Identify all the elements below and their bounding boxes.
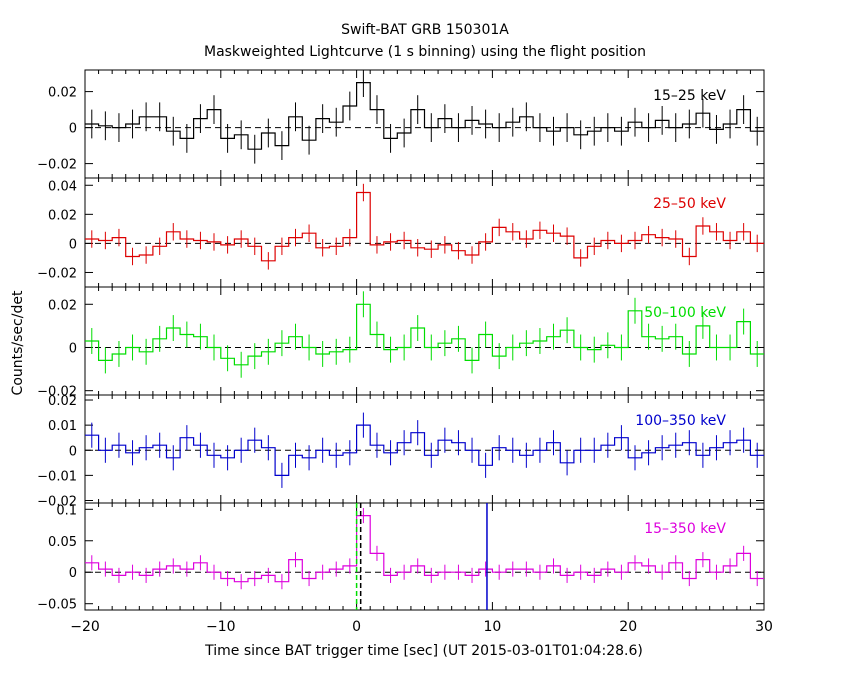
band-label: 15–350 keV bbox=[644, 521, 726, 537]
band-label: 50–100 keV bbox=[644, 305, 726, 321]
x-axis-label: Time since BAT trigger time [sec] (UT 20… bbox=[204, 643, 643, 659]
x-tick-label: −20 bbox=[70, 619, 100, 635]
y-tick-label: 0.02 bbox=[48, 298, 77, 313]
y-tick-label: 0 bbox=[69, 566, 77, 581]
lightcurve-step bbox=[85, 303, 764, 366]
chart-title: Swift-BAT GRB 150301A bbox=[341, 22, 509, 38]
x-tick-label: 10 bbox=[483, 619, 501, 635]
y-tick-label: −0.02 bbox=[37, 158, 77, 173]
y-tick-label: 0.02 bbox=[48, 86, 77, 101]
y-tick-label: 0 bbox=[69, 122, 77, 137]
y-tick-label: 0.01 bbox=[48, 419, 77, 434]
y-tick-label: −0.02 bbox=[37, 385, 77, 400]
lightcurve-step bbox=[85, 82, 764, 150]
y-tick-label: −0.02 bbox=[37, 266, 77, 281]
y-tick-label: 0.1 bbox=[56, 503, 77, 518]
x-tick-label: 30 bbox=[755, 619, 773, 635]
y-tick-label: 0.05 bbox=[48, 535, 77, 550]
y-axis-label: Counts/sec/det bbox=[10, 290, 26, 395]
x-tick-label: −10 bbox=[206, 619, 236, 635]
chart-subtitle: Maskweighted Lightcurve (1 s binning) us… bbox=[203, 44, 647, 60]
y-tick-label: 0 bbox=[69, 444, 77, 459]
x-tick-label: 20 bbox=[619, 619, 637, 635]
band-label: 25–50 keV bbox=[653, 196, 726, 212]
y-tick-label: −0.05 bbox=[37, 598, 77, 613]
y-tick-label: 0.02 bbox=[48, 208, 77, 223]
band-label: 15–25 keV bbox=[653, 88, 726, 104]
y-tick-label: 0.04 bbox=[48, 179, 77, 194]
y-tick-label: −0.01 bbox=[37, 469, 77, 484]
x-tick-label: 0 bbox=[352, 619, 361, 635]
lightcurve-step bbox=[85, 424, 764, 476]
panel-frame bbox=[84, 502, 765, 611]
y-tick-label: 0 bbox=[69, 341, 77, 356]
y-tick-label: −0.02 bbox=[37, 494, 77, 509]
y-tick-label: 0.02 bbox=[48, 394, 77, 409]
band-label: 100–350 keV bbox=[635, 413, 726, 429]
y-tick-label: 0 bbox=[69, 237, 77, 252]
